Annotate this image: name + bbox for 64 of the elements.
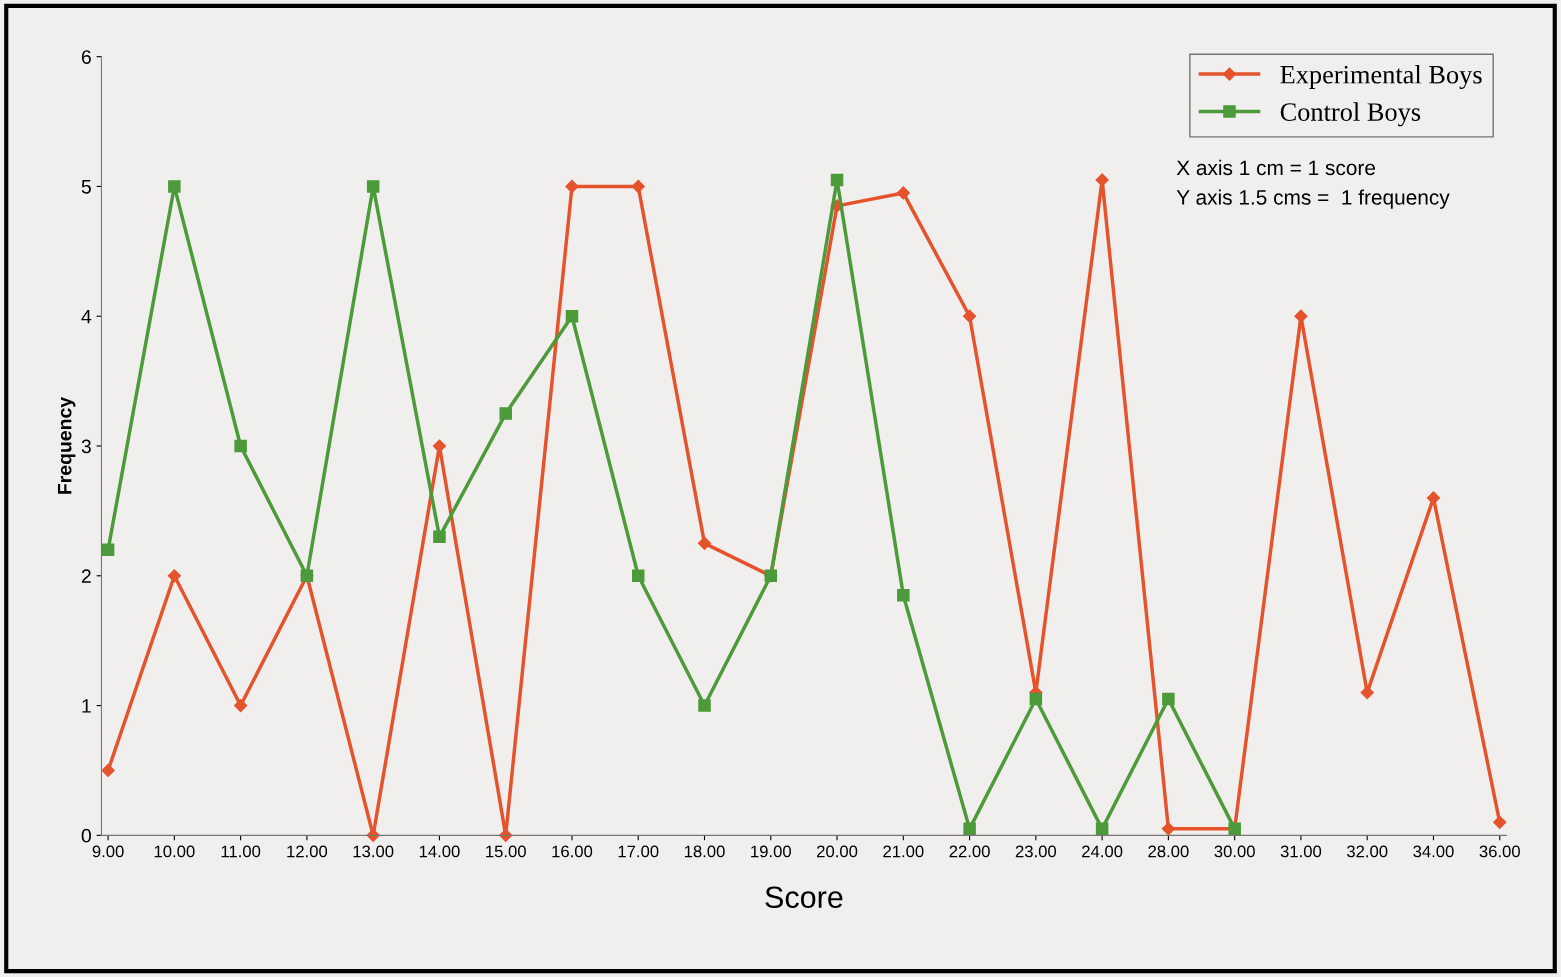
x-tick-label: 10.00	[154, 845, 195, 858]
point	[433, 530, 446, 544]
y-tick-label: 5	[81, 180, 91, 194]
x-tick-label: 34.00	[1413, 845, 1454, 858]
x-tick-label: 11.00	[221, 845, 261, 858]
y-tick-label: 2	[81, 569, 91, 583]
y-tick-label: 4	[81, 309, 92, 324]
point	[963, 822, 976, 836]
point	[631, 179, 645, 194]
x-tick-label: 16.00	[552, 845, 593, 858]
x-tick-label: 20.00	[817, 845, 858, 858]
x-tick-label: 19.00	[751, 845, 791, 858]
point	[234, 439, 247, 453]
point	[1161, 822, 1175, 836]
point	[432, 439, 447, 453]
point	[1294, 309, 1308, 323]
x-tick-label: 14.00	[419, 845, 460, 858]
x-tick-label: 24.00	[1082, 845, 1123, 858]
point	[1095, 173, 1109, 187]
point	[1029, 692, 1043, 706]
point	[631, 569, 645, 583]
annotation: Y axis 1.5 cms = 1 frequency	[1176, 189, 1450, 209]
point	[234, 698, 248, 713]
point	[830, 173, 844, 187]
point	[499, 407, 512, 420]
x-tick-label: 13.00	[353, 845, 394, 858]
y-tick-label: 3	[81, 439, 91, 454]
x-tick-label: 32.00	[1346, 845, 1388, 858]
x-tick-label: 15.00	[486, 845, 526, 858]
x-tick-label: 21.00	[883, 845, 924, 858]
x-tick-label: 36.00	[1479, 845, 1520, 858]
point	[168, 180, 181, 193]
x-tick-label: 18.00	[684, 845, 725, 858]
x-tick-label: 12.00	[287, 845, 328, 858]
y-tick-label: 0	[81, 828, 91, 843]
point	[962, 309, 977, 323]
x-tick-label: 22.00	[949, 845, 990, 858]
point	[565, 179, 579, 194]
point	[1493, 815, 1507, 829]
point	[101, 543, 115, 557]
x-tick-label: 23.00	[1015, 845, 1057, 858]
legend-label: Control Boys	[1280, 102, 1421, 127]
y-tick-label: 1	[82, 699, 91, 713]
legend-label: Experimental Boys	[1280, 65, 1482, 90]
y-tick-label: 6	[81, 50, 91, 64]
point	[698, 699, 711, 712]
annotation: X axis 1 cm = 1 score	[1176, 159, 1376, 176]
point	[896, 186, 910, 200]
point	[1162, 692, 1175, 706]
x-tick-label: 9.00	[92, 845, 124, 858]
point	[101, 763, 115, 778]
x-axis-title: Score	[765, 886, 843, 909]
x-tick-label: 31.00	[1280, 845, 1322, 858]
x-tick-label: 28.00	[1148, 845, 1189, 858]
point	[1095, 822, 1109, 836]
point	[366, 180, 380, 193]
x-tick-label: 17.00	[618, 845, 659, 858]
point	[897, 588, 910, 602]
y-axis-title: Frequency	[57, 396, 76, 494]
point	[565, 309, 579, 323]
point	[697, 536, 712, 550]
point	[366, 828, 380, 842]
point	[167, 569, 181, 583]
x-tick-label: 30.00	[1214, 845, 1255, 858]
